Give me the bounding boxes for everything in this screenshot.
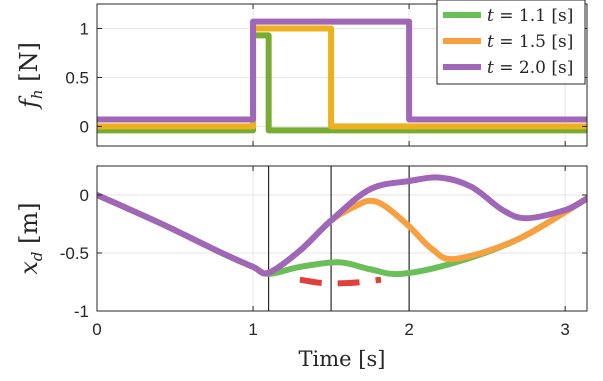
y-axis-label: fh [N] xyxy=(15,42,46,110)
series-group xyxy=(97,18,587,134)
x-tick-label: 2 xyxy=(404,320,413,339)
axes-box xyxy=(96,3,588,147)
reference-dashed-line xyxy=(299,276,382,287)
series-line xyxy=(97,25,587,130)
x-tick-label: 3 xyxy=(560,320,569,339)
series-line xyxy=(97,18,587,123)
y-axis-label: xd [m] xyxy=(15,202,46,274)
y-tick-label: 1 xyxy=(80,19,89,38)
x-axis-label: Time [s] xyxy=(299,347,386,371)
plot-area xyxy=(97,166,587,311)
x-tick-label: 1 xyxy=(248,320,257,339)
y-tick-label: 0 xyxy=(80,117,89,136)
series-line xyxy=(97,32,587,134)
legend-label: t = 1.5 [s] xyxy=(487,32,573,52)
y-tick-label: -0.5 xyxy=(60,244,89,263)
legend-label: t = 2.0 [s] xyxy=(487,58,573,78)
y-tick-label: -1 xyxy=(74,302,89,321)
force-chart-panel: 0 0.5 1 fh [N] t = 1.1 [s] t = 1.5 [s] t = 2.0… xyxy=(15,0,588,147)
y-tick-label: 0 xyxy=(80,186,89,205)
series-line xyxy=(97,174,587,277)
series-group xyxy=(97,174,587,287)
legend: t = 1.1 [s] t = 1.5 [s] t = 2.0 [s] xyxy=(436,0,586,85)
y-tick-label: 0.5 xyxy=(65,68,89,87)
position-chart-panel: 0 1 2 3 0 -0.5 -1 xd [m] Time [s] xyxy=(15,165,588,371)
x-tick-label: 0 xyxy=(92,320,101,339)
axes-box xyxy=(96,165,588,312)
legend-label: t = 1.1 [s] xyxy=(487,6,573,26)
